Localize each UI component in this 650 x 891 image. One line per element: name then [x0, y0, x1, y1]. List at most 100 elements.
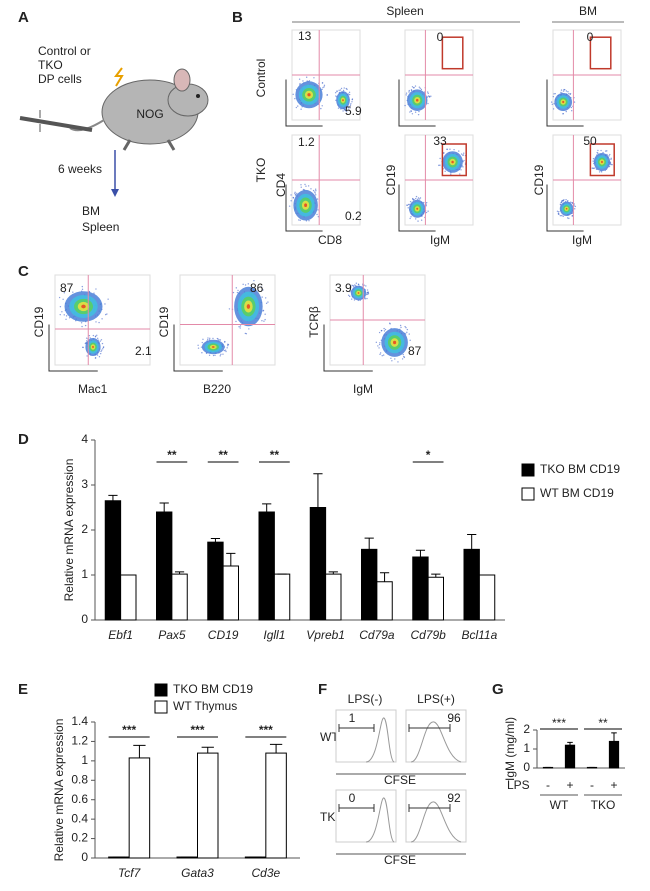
event-dot — [290, 194, 292, 196]
event-dot — [290, 200, 292, 202]
event-dot — [571, 109, 573, 112]
density — [211, 346, 215, 348]
event-dot — [296, 192, 298, 195]
event-dot — [81, 288, 84, 291]
error-bar — [201, 746, 214, 754]
flow-plot — [323, 274, 426, 372]
event-dot — [315, 190, 317, 192]
event-dot — [265, 302, 268, 305]
event-dot — [569, 93, 571, 96]
event-dot — [94, 357, 97, 359]
histogram — [365, 717, 395, 763]
y-tick-label: 1 — [81, 753, 88, 767]
event-dot — [323, 84, 326, 87]
event-dot — [568, 217, 570, 220]
event-dot — [200, 346, 203, 348]
event-dot — [412, 87, 415, 89]
event-dot — [209, 337, 211, 340]
event-dot — [411, 113, 414, 115]
flow-plot — [398, 29, 474, 127]
event-dot — [463, 159, 465, 162]
event-dot — [562, 90, 565, 92]
event-dot — [223, 349, 226, 352]
axis-label: CD19 — [32, 306, 46, 337]
event-dot — [379, 342, 381, 344]
gate-value: 1.2 — [298, 135, 315, 149]
event-dot — [101, 342, 104, 345]
event-dot — [591, 167, 593, 169]
event-dot — [459, 173, 461, 175]
event-dot — [574, 205, 577, 208]
event-dot — [379, 352, 382, 354]
event-dot — [62, 298, 64, 300]
event-dot — [317, 215, 320, 218]
event-dot — [321, 105, 323, 107]
event-dot — [321, 82, 324, 84]
y-tick-label: 0.6 — [71, 792, 88, 806]
density — [357, 292, 360, 294]
event-dot — [414, 218, 417, 220]
event-dot — [592, 158, 595, 160]
event-dot — [96, 337, 99, 340]
histogram-frame — [405, 789, 467, 843]
event-dot — [315, 194, 317, 196]
density — [246, 304, 251, 309]
event-dot — [375, 341, 378, 344]
x-axis-label: LPS — [507, 778, 530, 792]
event-dot — [345, 87, 348, 90]
group-label: TKO — [591, 798, 616, 812]
event-dot — [378, 347, 380, 349]
bar — [104, 500, 122, 621]
error-bar — [269, 743, 283, 754]
event-dot — [322, 86, 324, 89]
event-dot — [349, 291, 351, 293]
event-dot — [300, 184, 302, 186]
error-bar — [415, 549, 426, 557]
flow-plot — [546, 134, 622, 232]
event-dot — [96, 354, 99, 356]
event-dot — [222, 353, 224, 355]
axis-label: TCRβ — [307, 306, 321, 338]
event-dot — [58, 296, 61, 299]
event-dot — [406, 331, 408, 334]
gate-value: 0 — [437, 30, 444, 44]
event-dot — [98, 321, 100, 324]
event-dot — [380, 330, 383, 332]
flow-plot — [398, 134, 474, 232]
event-dot — [238, 326, 240, 328]
gate-value: 87 — [60, 281, 74, 295]
event-dot — [335, 95, 337, 97]
legend-label: WT BM CD19 — [540, 486, 614, 500]
bar — [463, 548, 480, 621]
event-dot — [106, 313, 108, 315]
axis-arrow — [398, 79, 436, 127]
event-dot — [102, 348, 104, 350]
bar — [171, 573, 188, 621]
event-dot — [411, 86, 414, 88]
event-dot — [349, 107, 351, 109]
significance-mark: *** — [190, 723, 204, 737]
error-bar — [611, 732, 617, 742]
event-dot — [427, 92, 429, 95]
event-dot — [610, 158, 612, 161]
event-dot — [297, 105, 299, 107]
event-dot — [295, 106, 298, 109]
event-dot — [308, 219, 310, 222]
axis-label: CFSE — [384, 773, 416, 787]
x-tick-label: Cd3e — [251, 866, 280, 880]
event-dot — [420, 219, 423, 221]
event-dot — [348, 295, 351, 298]
y-axis-label: Relative mRNA expression — [52, 719, 66, 862]
event-dot — [96, 334, 98, 336]
event-dot — [565, 199, 567, 201]
event-dot — [453, 148, 455, 151]
event-dot — [562, 215, 564, 218]
error-bar — [226, 552, 236, 566]
event-dot — [414, 85, 417, 87]
event-dot — [379, 353, 381, 356]
event-dot — [326, 94, 328, 96]
gate-bar — [408, 804, 451, 812]
gate — [441, 36, 464, 70]
legend-swatch — [154, 700, 168, 714]
y-axis-label: IgM (mg/ml) — [503, 717, 517, 781]
